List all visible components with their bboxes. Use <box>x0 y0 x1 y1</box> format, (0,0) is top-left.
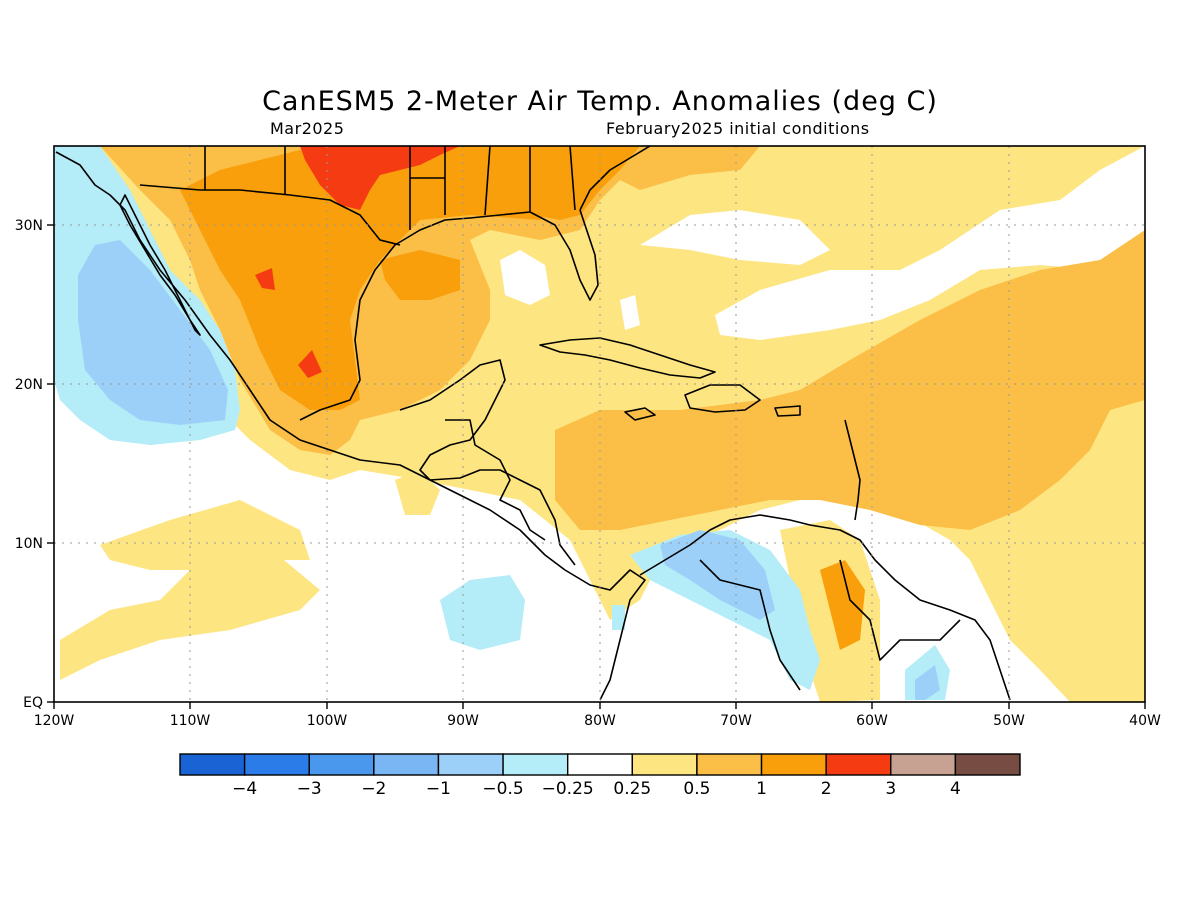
x-tick-label: 80W <box>584 713 616 729</box>
border-us-states <box>204 146 576 230</box>
colorbar-label: −0.25 <box>542 779 594 799</box>
colorbar-label: 0.5 <box>683 779 710 799</box>
y-tick-label: 30N <box>15 218 43 234</box>
border-colombia-venezuela <box>699 559 961 691</box>
coastline-lesser-antilles <box>844 419 861 521</box>
x-tick-label: 50W <box>993 713 1025 729</box>
colorbar-label: 1 <box>756 779 767 799</box>
colorbar-swatch <box>502 753 569 776</box>
border-us-mexico <box>139 184 401 246</box>
anomaly-zone-guyana-blue <box>915 665 940 700</box>
axis-ticks <box>47 224 1146 709</box>
anomaly-zone-colombia-blue <box>660 530 775 620</box>
x-tick-labels: 120W 110W 100W 90W 80W 70W 60W 50W 40W <box>34 713 1161 729</box>
anomaly-zone-atlantic-white-1 <box>640 210 830 265</box>
anomaly-zone-guatemala-yellow <box>395 470 440 515</box>
colorbar-label: −2 <box>361 779 386 799</box>
anomaly-zone-mexico-red-spot-2 <box>298 350 322 378</box>
coastline-yucatan <box>399 359 576 566</box>
colorbar-label: −1 <box>426 779 451 799</box>
anomaly-zone-atlantic-white-2 <box>715 146 1145 340</box>
colorbar-label: −3 <box>297 779 322 799</box>
colorbar-swatch <box>179 753 246 776</box>
y-tick-label: 10N <box>15 536 43 552</box>
coastline-jamaica <box>624 407 656 421</box>
anomaly-zone-southeast-us-orange <box>450 146 640 220</box>
colorbar-label: −4 <box>232 779 257 799</box>
colorbar-labels: −4 −3 −2 −1 −0.5 −0.25 0.25 0.5 1 2 3 4 <box>232 779 961 799</box>
coastlines <box>55 146 1011 701</box>
x-tick-label: 70W <box>720 713 752 729</box>
colorbar-swatch <box>373 753 440 776</box>
colorbar-label: 2 <box>821 779 832 799</box>
colorbar-swatch <box>954 753 1021 776</box>
coastline-baja <box>119 194 201 336</box>
valid-month-label: Mar2025 <box>270 119 345 138</box>
map-title: CanESM5 2-Meter Air Temp. Anomalies (deg… <box>262 86 938 117</box>
x-tick-label: 90W <box>447 713 479 729</box>
anomaly-zone-panama-cyan-spot <box>612 605 625 630</box>
colorbar-swatch <box>890 753 957 776</box>
y-tick-label: 20N <box>15 377 43 393</box>
initial-conditions-label: February2025 initial conditions <box>606 119 870 138</box>
colorbar-swatch <box>243 753 310 776</box>
colorbar-swatch <box>825 753 892 776</box>
colorbar-swatch <box>308 753 375 776</box>
coastline-pacific-mexico <box>55 151 646 701</box>
anomaly-zone-mexico-red-spot-1 <box>255 268 275 290</box>
colorbar-label: 4 <box>950 779 961 799</box>
anomaly-zone-gulf-white <box>500 250 550 305</box>
coastline-southeast-us <box>579 146 651 211</box>
anomaly-zone-bahamas-orange <box>610 146 760 190</box>
colorbar-label: −0.5 <box>482 779 523 799</box>
anomaly-zone-pacific-strip <box>100 500 310 570</box>
coastline-gulf-of-mexico <box>299 209 599 421</box>
colorbar-swatch <box>760 753 827 776</box>
x-tick-label: 40W <box>1129 713 1161 729</box>
anomaly-zone-gulf-orange <box>380 250 460 300</box>
colorbar-swatch <box>437 753 504 776</box>
grid-lines <box>54 146 1145 702</box>
x-tick-label: 60W <box>856 713 888 729</box>
border-central-america <box>445 419 546 541</box>
y-tick-label: EQ <box>23 695 43 711</box>
coastline-puerto-rico <box>774 405 801 417</box>
anomaly-zone-florida-strait-white <box>620 295 640 330</box>
colorbar-swatch <box>696 753 763 776</box>
anomaly-zone-venezuela-orange <box>820 560 865 650</box>
coastline-south-america-north <box>639 514 1011 701</box>
colorbar-swatch <box>631 753 698 776</box>
anomaly-zone-texas-red <box>300 146 460 210</box>
x-tick-label: 120W <box>34 713 75 729</box>
colorbar-swatch <box>566 753 634 776</box>
y-tick-labels: EQ 10N 20N 30N <box>15 218 43 711</box>
anomaly-zone-venezuela-yellow <box>780 520 880 702</box>
x-tick-label: 110W <box>170 713 211 729</box>
colorbar <box>179 753 1021 776</box>
colorbar-label: 3 <box>885 779 896 799</box>
anomaly-field <box>54 146 1145 702</box>
x-tick-label: 100W <box>307 713 348 729</box>
coastline-cuba <box>539 337 716 379</box>
coastline-hispaniola <box>684 384 761 413</box>
anomaly-zone-caribbean-atlantic-orange <box>555 230 1145 530</box>
colorbar-label: 0.25 <box>613 779 651 799</box>
anomaly-zone-pacific-cyan-blob <box>440 575 525 650</box>
